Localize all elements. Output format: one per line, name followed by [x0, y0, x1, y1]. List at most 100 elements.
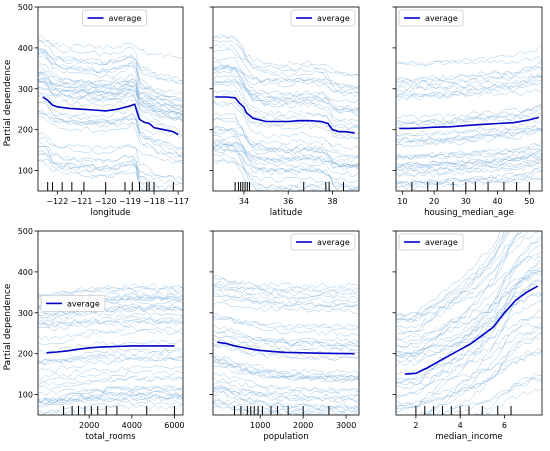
ice-line — [213, 376, 359, 393]
ice-line — [38, 395, 183, 408]
ice-line — [396, 176, 542, 186]
ice-line — [441, 377, 542, 415]
x-tick-label: 4000 — [122, 421, 142, 430]
axes-frame — [37, 6, 184, 192]
ice-line — [396, 267, 542, 413]
x-axis-label: longitude — [90, 208, 130, 218]
ice-line — [38, 146, 183, 186]
ice-line — [38, 356, 183, 364]
x-axis-label: housing_median_age — [424, 208, 514, 218]
ice-line — [396, 231, 524, 317]
ice-line — [38, 109, 183, 150]
ice-line — [38, 375, 183, 386]
ice-line — [38, 347, 183, 364]
legend-box — [398, 9, 464, 27]
ice-line — [396, 76, 542, 97]
ice-line — [38, 100, 183, 158]
ice-line — [213, 141, 359, 178]
ice-line — [213, 399, 353, 415]
ice-line — [396, 300, 542, 381]
ice-line — [38, 71, 183, 133]
ice-line — [396, 282, 542, 358]
x-tick-label: −119 — [119, 197, 141, 206]
ice-line — [396, 279, 542, 367]
ice-line — [474, 372, 542, 415]
x-axis-label: median_income — [435, 432, 502, 442]
ice-line — [396, 235, 542, 384]
x-tick-label: −122 — [46, 197, 68, 206]
legend: average — [290, 9, 356, 27]
ice-line — [213, 401, 265, 415]
x-axis-label: population — [263, 432, 308, 442]
x-tick-label: 6 — [502, 421, 507, 430]
subplot-housing_median_age: 10 20 30 40 50 housing_median_age average — [392, 6, 543, 218]
legend-label: average — [317, 238, 350, 247]
ice-line — [213, 316, 359, 330]
ice-line — [38, 404, 183, 414]
ice-line — [396, 231, 508, 335]
ice-line — [38, 39, 183, 59]
ice-line — [213, 401, 359, 414]
subplot-longitude: −122 −121 −120 −119 −118 −117 100 200 300 400 500 l… — [18, 3, 189, 218]
ice-line — [396, 102, 542, 126]
ice-lines — [396, 231, 542, 415]
ice-line — [38, 71, 183, 107]
ice-line — [213, 359, 359, 383]
ice-line — [38, 386, 183, 396]
ice-line — [396, 231, 511, 320]
x-tick-label: −121 — [71, 197, 93, 206]
legend-label: average — [425, 14, 458, 23]
ice-line — [213, 286, 359, 301]
ice-line — [213, 329, 359, 348]
y-tick-label: 200 — [18, 126, 33, 135]
ice-line — [213, 373, 359, 393]
ice-line — [396, 72, 542, 91]
ice-line — [396, 244, 542, 397]
ice-line — [38, 51, 183, 84]
x-axis-label: latitude — [270, 208, 303, 218]
ice-line — [38, 94, 183, 121]
ice-line — [396, 103, 542, 120]
ice-line — [38, 64, 183, 116]
ice-line — [38, 392, 183, 403]
ice-line — [38, 141, 167, 191]
ice-line — [213, 344, 359, 361]
x-axis-label: total_rooms — [85, 432, 136, 442]
ice-line — [441, 327, 542, 415]
ice-line — [213, 128, 359, 191]
ice-line — [213, 66, 359, 94]
ice-line — [396, 66, 542, 88]
ice-line — [396, 263, 542, 398]
ice-line — [213, 80, 359, 112]
ice-line — [213, 43, 359, 97]
ice-line — [213, 141, 359, 168]
ice-line — [213, 100, 359, 135]
legend-box — [290, 233, 356, 251]
ice-line — [213, 126, 359, 159]
ice-line — [396, 128, 542, 145]
ice-line — [38, 329, 183, 346]
ice-line — [396, 128, 542, 148]
ice-line — [396, 125, 542, 137]
x-tick-label: 6000 — [164, 421, 184, 430]
average-line — [217, 341, 355, 355]
ice-line — [396, 152, 542, 169]
ice-line — [213, 323, 359, 348]
y-axis-label-row-1: Partial dependence — [3, 59, 13, 146]
rug-ticks — [234, 182, 345, 191]
ice-line — [38, 55, 183, 118]
y-axis-label-row-2: Partial dependence — [3, 283, 13, 370]
y-tick-label: 200 — [18, 350, 33, 359]
ice-line — [396, 115, 542, 137]
ice-line — [213, 35, 359, 94]
legend: average — [398, 9, 464, 27]
ice-line — [213, 295, 359, 308]
x-tick-label: 4 — [458, 421, 463, 430]
ice-line — [213, 275, 359, 298]
ice-line — [396, 62, 542, 82]
ice-line — [396, 74, 542, 86]
ice-line — [425, 378, 542, 415]
ice-line — [213, 283, 359, 293]
x-tick-label: −120 — [95, 197, 117, 206]
ice-line — [396, 56, 542, 67]
